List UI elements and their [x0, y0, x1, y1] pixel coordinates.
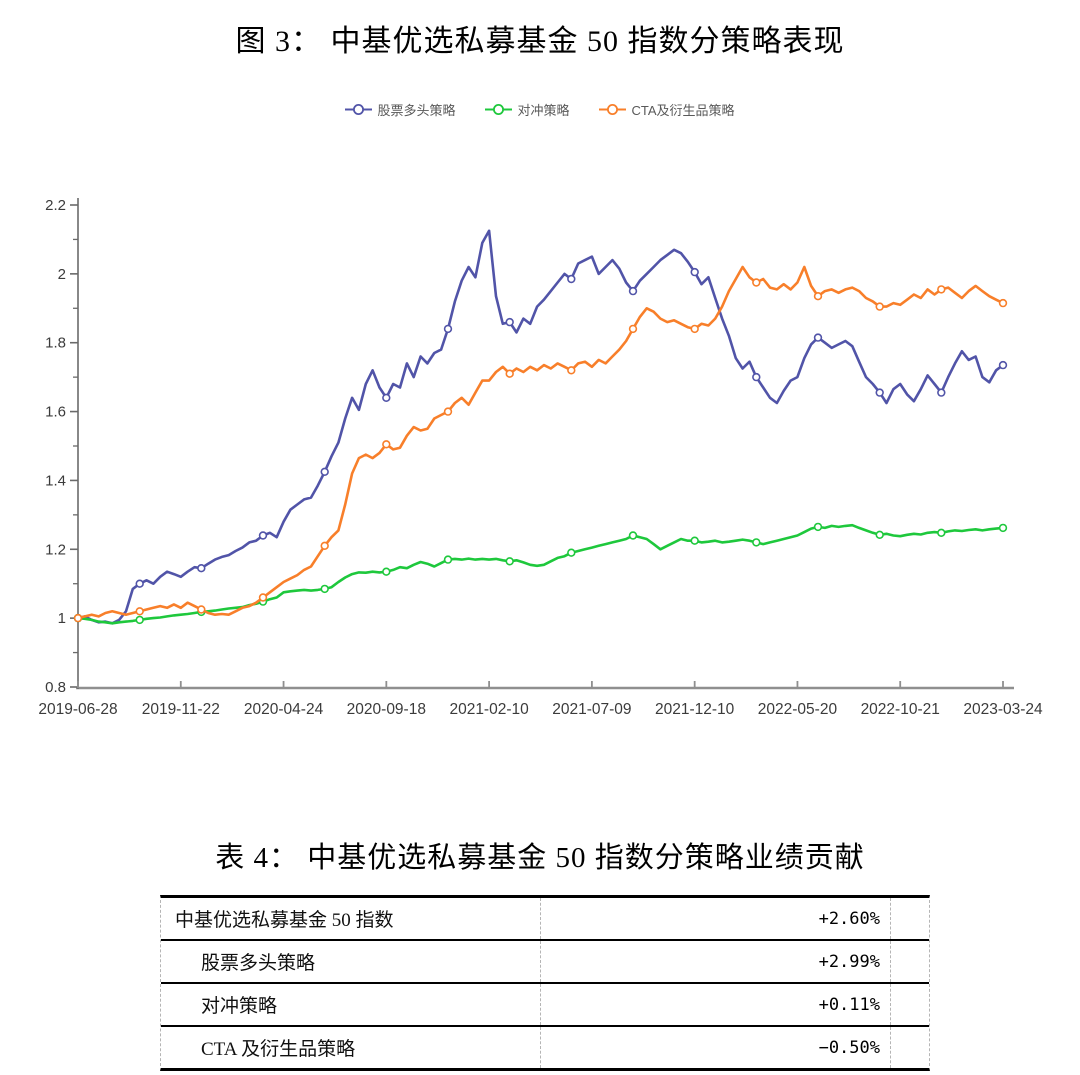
empty-cell	[891, 1027, 929, 1068]
equity-long-strategy-marker	[197, 563, 206, 573]
strategy-label: 对冲策略	[161, 984, 541, 1025]
x-axis-tick-label: 2020-09-18	[347, 701, 426, 718]
equity-long-strategy-marker	[258, 531, 268, 540]
strategy-label: 中基优选私募基金 50 指数	[161, 898, 541, 939]
cta-derivatives-strategy-marker	[937, 285, 946, 294]
hedge-strategy-marker	[813, 522, 823, 532]
cta-derivatives-strategy-marker	[875, 302, 884, 311]
y-axis-tick-label: 1.2	[45, 541, 66, 558]
hedge-strategy-marker	[443, 555, 453, 564]
equity-long-strategy-marker	[505, 317, 514, 327]
equity-long-strategy-marker	[875, 388, 884, 397]
cta-derivatives-strategy-marker	[73, 613, 83, 623]
equity-long-strategy-marker	[567, 274, 576, 284]
figure-title: 图 3： 中基优选私募基金 50 指数分策略表现	[235, 25, 845, 58]
equity-long-strategy-marker	[320, 467, 329, 476]
hedge-strategy-marker	[567, 548, 576, 557]
hedge-strategy-marker	[998, 523, 1008, 533]
cta-derivatives-strategy-marker	[443, 407, 453, 416]
chart-legend: 股票多头策略 对冲策略 CTA及衍生品策略	[0, 100, 1080, 119]
cta-derivatives-strategy-marker	[628, 324, 638, 334]
equity-long-strategy-marker	[382, 393, 391, 402]
y-axis-tick-label: 2.2	[45, 197, 66, 214]
x-axis-tick-label: 2023-03-24	[963, 701, 1043, 718]
cta-derivatives-strategy-line	[76, 265, 1005, 620]
equity-long-strategy-marker	[443, 324, 453, 334]
hedge-strategy-marker	[690, 536, 699, 545]
y-axis-tick-label: 0.8	[45, 679, 66, 696]
x-axis-tick-label: 2022-10-21	[861, 701, 940, 718]
equity-long-strategy-marker	[813, 333, 823, 342]
table-row: 对冲策略 +0.11%	[161, 984, 929, 1027]
contribution-table: 中基优选私募基金 50 指数 +2.60% 股票多头策略 +2.99% 对冲策略 +0.1…	[160, 895, 930, 1071]
cta-derivatives-strategy-marker	[135, 607, 144, 616]
x-axis-tick-label: 2019-06-28	[38, 701, 117, 718]
hedge-strategy-marker	[382, 567, 391, 576]
legend-item-cta-derivatives-strategy: CTA及衍生品策略	[599, 100, 735, 119]
hedge-strategy-marker	[628, 531, 638, 540]
hedge-strategy-marker	[320, 584, 329, 594]
x-axis-tick-label: 2021-07-09	[552, 701, 631, 718]
equity-long-strategy-marker	[135, 579, 144, 588]
cta-derivatives-strategy-marker	[505, 369, 514, 378]
y-axis-tick-label: 1.4	[45, 472, 66, 489]
legend-line-marker-icon	[485, 104, 513, 115]
hedge-strategy-line	[76, 523, 1005, 625]
cta-derivatives-strategy-marker	[752, 278, 761, 287]
hedge-strategy-marker	[135, 615, 144, 625]
legend-label: CTA及衍生品策略	[631, 103, 735, 118]
hedge-strategy-marker	[937, 528, 946, 537]
contribution-value: +0.11%	[541, 984, 891, 1025]
table-title: 表 4： 中基优选私募基金 50 指数分策略业绩贡献	[215, 842, 865, 874]
cta-derivatives-strategy-marker	[382, 440, 391, 449]
table-row: 股票多头策略 +2.99%	[161, 941, 929, 984]
x-axis-tick-label: 2021-02-10	[449, 701, 529, 718]
hedge-strategy-marker	[505, 557, 514, 566]
y-axis-tick-label: 1.8	[45, 335, 66, 352]
table-row: CTA 及衍生品策略 −0.50%	[161, 1027, 929, 1068]
contribution-value: −0.50%	[541, 1027, 891, 1068]
cta-derivatives-strategy-marker	[567, 366, 576, 375]
x-axis-tick-label: 2021-12-10	[655, 701, 735, 718]
x-axis-tick-label: 2020-04-24	[244, 701, 324, 718]
table-row: 中基优选私募基金 50 指数 +2.60%	[161, 898, 929, 941]
legend-item-hedge-strategy: 对冲策略	[485, 100, 569, 119]
legend-line-marker-icon	[345, 104, 373, 115]
y-axis-tick-label: 2	[58, 266, 66, 283]
equity-long-strategy-marker	[752, 372, 761, 382]
strategy-label: 股票多头策略	[161, 941, 541, 982]
cta-derivatives-strategy-marker	[998, 298, 1008, 308]
y-axis-tick-label: 1	[58, 610, 66, 627]
empty-cell	[891, 941, 929, 982]
cta-derivatives-strategy-marker	[197, 605, 206, 614]
contribution-value: +2.99%	[541, 941, 891, 982]
cta-derivatives-strategy-marker	[258, 593, 268, 602]
y-axis-tick-label: 1.6	[45, 404, 66, 421]
x-axis-tick-label: 2019-11-22	[142, 701, 220, 718]
hedge-strategy-marker	[875, 530, 884, 539]
equity-long-strategy-marker	[690, 267, 699, 277]
strategy-performance-chart: 0.8 1 1.2 1.4 1.6 1.8 2 2.2 2019-06-28 2019-11-22…	[38, 197, 1043, 718]
strategy-label: CTA 及衍生品策略	[161, 1027, 541, 1068]
x-axis-tick-label: 2022-05-20	[758, 701, 838, 718]
equity-long-strategy-marker	[628, 286, 638, 296]
cta-derivatives-strategy-marker	[320, 541, 329, 550]
legend-label: 股票多头策略	[377, 103, 456, 118]
cta-derivatives-strategy-marker	[690, 324, 699, 334]
equity-long-strategy-marker	[937, 388, 946, 397]
contribution-value: +2.60%	[541, 898, 891, 939]
empty-cell	[891, 984, 929, 1025]
legend-line-marker-icon	[599, 104, 627, 115]
legend-item-equity-long-strategy: 股票多头策略	[345, 100, 455, 119]
legend-label: 对冲策略	[517, 103, 570, 118]
equity-long-strategy-marker	[998, 360, 1008, 370]
hedge-strategy-marker	[752, 538, 761, 547]
equity-long-strategy-line	[76, 229, 1005, 625]
empty-cell	[891, 898, 929, 939]
cta-derivatives-strategy-marker	[813, 292, 823, 301]
